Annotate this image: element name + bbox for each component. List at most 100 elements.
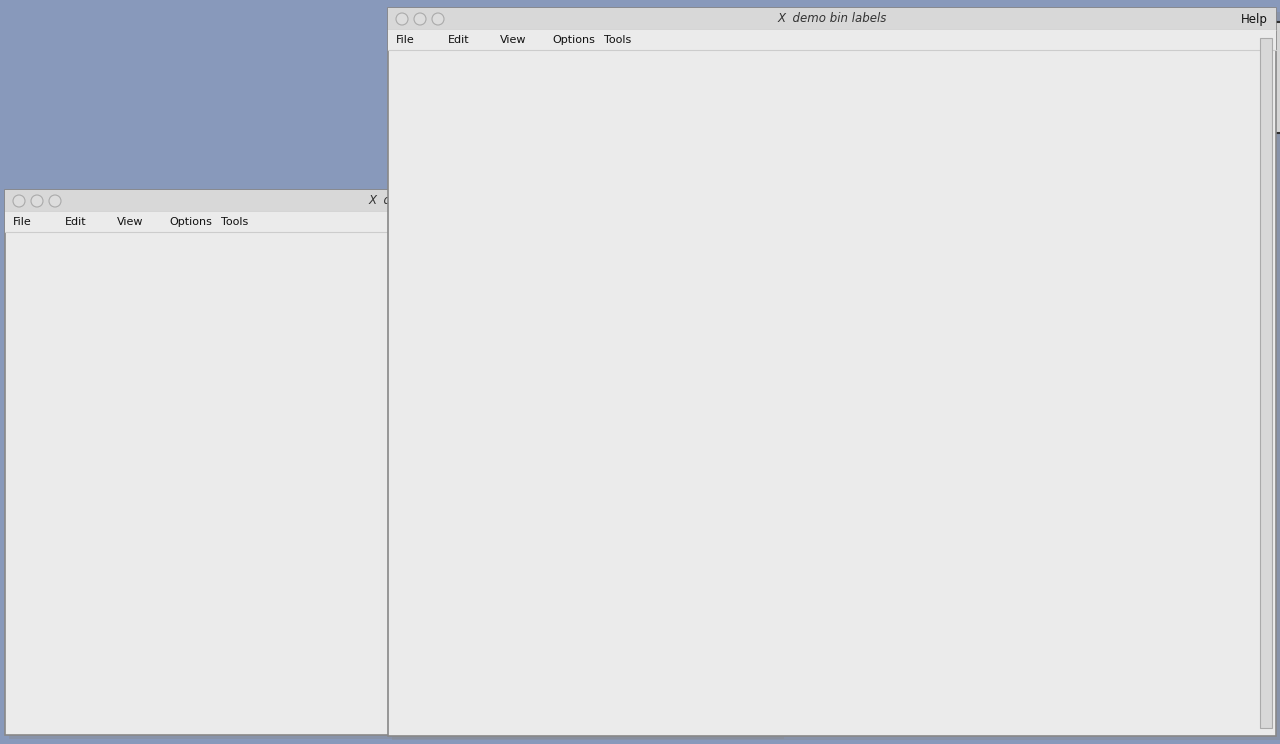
Text: X  demo bin labels: X demo bin labels bbox=[777, 13, 887, 25]
Text: Marie: Marie bbox=[718, 622, 728, 653]
Text: 54: 54 bbox=[1194, 571, 1207, 581]
Text: 60: 60 bbox=[479, 70, 492, 80]
Text: 60: 60 bbox=[956, 471, 968, 481]
Bar bbox=[524, 482, 559, 660]
Text: September: September bbox=[401, 371, 461, 380]
Text: 49: 49 bbox=[836, 170, 849, 180]
Text: 69: 69 bbox=[796, 170, 809, 180]
Bar bbox=[667, 482, 703, 660]
Text: 53: 53 bbox=[1234, 220, 1247, 231]
Text: 67: 67 bbox=[1194, 220, 1207, 231]
Text: 67: 67 bbox=[598, 621, 611, 631]
Circle shape bbox=[396, 13, 408, 25]
Text: 60: 60 bbox=[717, 70, 730, 80]
Text: 67: 67 bbox=[916, 220, 928, 231]
Text: 78: 78 bbox=[637, 571, 650, 581]
Bar bbox=[5, 190, 780, 212]
Text: 69: 69 bbox=[996, 270, 1007, 280]
Text: 60: 60 bbox=[796, 420, 809, 431]
Text: 60: 60 bbox=[1036, 571, 1047, 581]
Text: 66: 66 bbox=[717, 621, 730, 631]
Text: August: August bbox=[421, 220, 461, 231]
Bar bbox=[631, 482, 667, 660]
Text: 59: 59 bbox=[479, 120, 492, 130]
Text: 57: 57 bbox=[1194, 270, 1207, 280]
Text: 63: 63 bbox=[756, 521, 769, 530]
Text: 71: 71 bbox=[996, 321, 1007, 330]
Text: 68: 68 bbox=[916, 371, 928, 380]
Bar bbox=[308, 633, 344, 660]
Text: Fons: Fons bbox=[678, 628, 689, 653]
Text: 56: 56 bbox=[1194, 471, 1207, 481]
Text: 61: 61 bbox=[796, 321, 809, 330]
Text: 72: 72 bbox=[1194, 420, 1207, 431]
Text: 64: 64 bbox=[518, 321, 531, 330]
Text: 66: 66 bbox=[479, 270, 492, 280]
Text: 73: 73 bbox=[876, 220, 888, 231]
Text: 54: 54 bbox=[916, 621, 928, 631]
Text: 57: 57 bbox=[1155, 170, 1167, 180]
Bar bbox=[392, 12, 1280, 740]
Text: April: April bbox=[428, 471, 461, 481]
Text: Help: Help bbox=[1242, 13, 1268, 25]
Text: 53: 53 bbox=[756, 471, 769, 481]
Text: Xavier: Xavier bbox=[520, 615, 530, 653]
Text: 67: 67 bbox=[598, 120, 611, 130]
Text: 66: 66 bbox=[836, 521, 849, 530]
Text: 74: 74 bbox=[518, 621, 531, 631]
Text: 64: 64 bbox=[796, 120, 809, 130]
Text: 61: 61 bbox=[598, 371, 611, 380]
Text: February: February bbox=[407, 321, 461, 330]
Text: X  demo: X demo bbox=[369, 194, 417, 208]
Text: 60: 60 bbox=[756, 420, 769, 431]
Text: 56: 56 bbox=[1036, 420, 1047, 431]
Text: 63: 63 bbox=[1075, 371, 1088, 380]
Text: 61: 61 bbox=[558, 471, 571, 481]
Text: 69: 69 bbox=[1075, 621, 1088, 631]
Text: Pierre: Pierre bbox=[639, 615, 649, 653]
Text: 72: 72 bbox=[916, 270, 928, 280]
Text: 54: 54 bbox=[1194, 170, 1207, 180]
Text: 57: 57 bbox=[1155, 571, 1167, 581]
Text: 67: 67 bbox=[996, 371, 1007, 380]
Text: 57: 57 bbox=[996, 220, 1007, 231]
Text: View: View bbox=[116, 217, 143, 227]
Text: 69: 69 bbox=[796, 521, 809, 530]
Text: 59: 59 bbox=[717, 170, 730, 180]
Text: 55: 55 bbox=[1075, 170, 1088, 180]
Text: 61: 61 bbox=[756, 321, 769, 330]
Text: 57: 57 bbox=[518, 170, 531, 180]
Text: 62: 62 bbox=[558, 621, 571, 631]
Text: Bjarne: Bjarne bbox=[1235, 615, 1245, 653]
Text: 46: 46 bbox=[916, 571, 928, 581]
Text: 65: 65 bbox=[916, 521, 928, 530]
Text: 67: 67 bbox=[1075, 220, 1088, 231]
Text: 68: 68 bbox=[836, 120, 849, 130]
Text: 52: 52 bbox=[1036, 220, 1047, 231]
Text: 69: 69 bbox=[996, 471, 1007, 481]
Text: 53: 53 bbox=[1234, 571, 1247, 581]
Text: 64: 64 bbox=[677, 371, 690, 380]
Text: 59: 59 bbox=[956, 120, 968, 130]
Text: 64: 64 bbox=[637, 120, 650, 130]
Text: 66: 66 bbox=[916, 170, 928, 180]
Text: 69: 69 bbox=[956, 321, 968, 330]
Text: 57: 57 bbox=[876, 321, 888, 330]
Text: 42: 42 bbox=[956, 170, 968, 180]
Text: 68: 68 bbox=[558, 371, 571, 380]
Text: 68: 68 bbox=[1234, 270, 1247, 280]
Text: 64: 64 bbox=[1234, 371, 1247, 380]
Text: 97: 97 bbox=[558, 521, 571, 530]
Text: 55: 55 bbox=[479, 471, 492, 481]
Text: 59: 59 bbox=[876, 420, 888, 431]
Circle shape bbox=[49, 195, 61, 207]
Text: 69: 69 bbox=[796, 70, 809, 80]
Text: Philippe: Philippe bbox=[599, 603, 609, 653]
Text: 72: 72 bbox=[677, 270, 690, 280]
Text: 66: 66 bbox=[558, 420, 571, 431]
Text: 52: 52 bbox=[1115, 321, 1128, 330]
Text: 65: 65 bbox=[717, 420, 730, 431]
Text: 61: 61 bbox=[996, 120, 1007, 130]
Text: 69: 69 bbox=[1234, 120, 1247, 130]
Text: 53: 53 bbox=[1234, 420, 1247, 431]
